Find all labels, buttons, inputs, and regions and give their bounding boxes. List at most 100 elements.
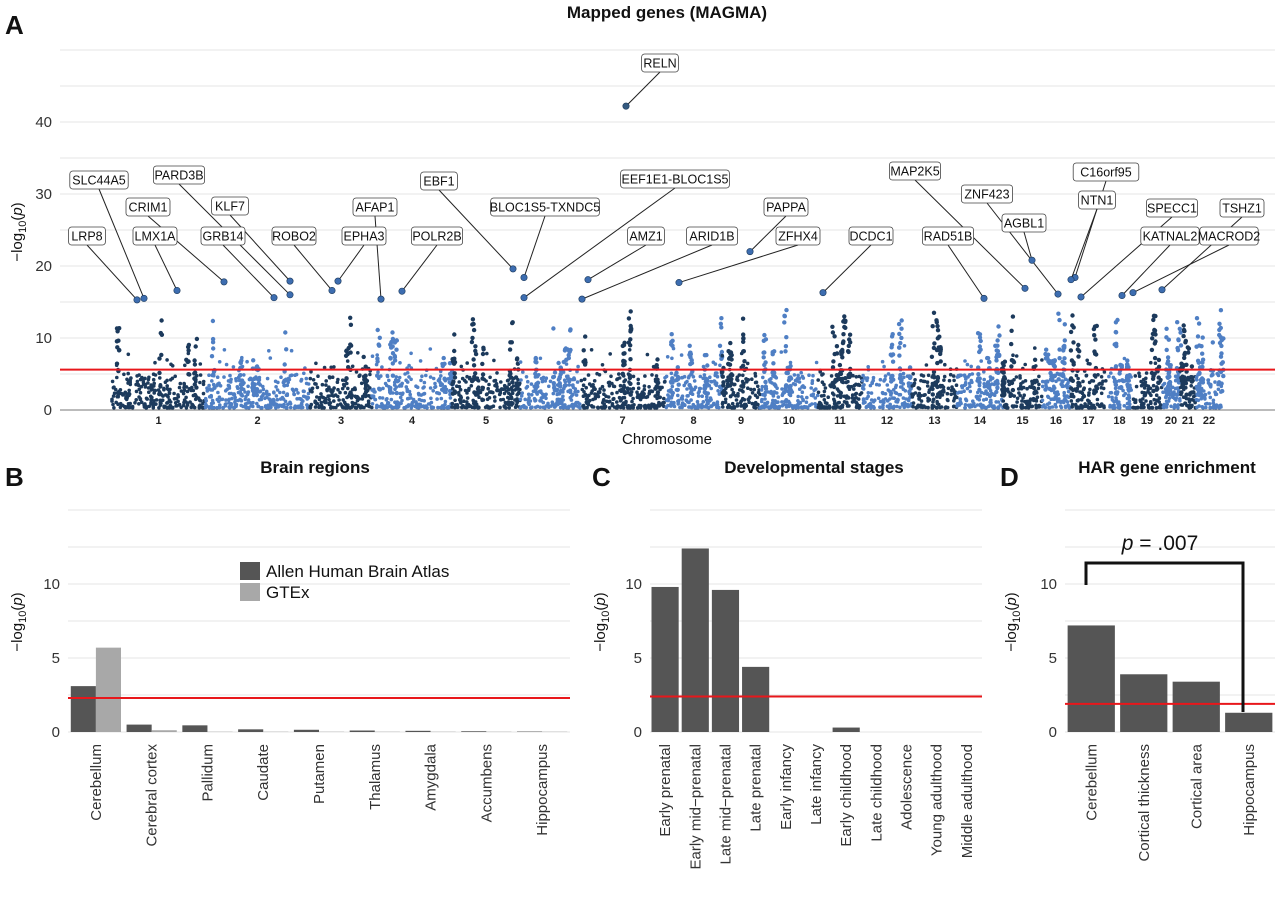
snp-point — [243, 397, 248, 402]
snp-point — [147, 390, 151, 395]
snp-point — [994, 358, 999, 363]
snp-point — [762, 332, 767, 338]
snp-point — [224, 398, 228, 402]
snp-point — [687, 352, 692, 357]
snp-point — [831, 359, 836, 364]
snp-point — [852, 387, 856, 391]
snp-point — [608, 352, 612, 356]
snp-point — [1134, 384, 1139, 389]
snp-point — [977, 332, 983, 337]
snp-point — [302, 389, 306, 394]
snp-point — [1030, 382, 1035, 386]
snp-point — [380, 365, 384, 369]
snp-point — [1165, 355, 1171, 360]
snp-point — [201, 382, 206, 387]
category-tick-label: Hippocampus — [1241, 744, 1258, 836]
snp-point — [207, 383, 211, 388]
snp-point — [1195, 405, 1199, 410]
panel-letter-c: C — [592, 462, 611, 492]
snp-point — [687, 343, 692, 348]
snp-point — [946, 386, 951, 391]
snp-point — [151, 406, 156, 410]
snp-point — [854, 375, 859, 379]
snp-point — [481, 347, 486, 352]
snp-point — [669, 400, 674, 405]
snp-point — [706, 401, 710, 406]
snp-point — [181, 391, 186, 396]
snp-point — [209, 395, 213, 399]
snp-point — [718, 363, 722, 368]
snp-point — [1161, 390, 1165, 395]
snp-point — [1217, 321, 1222, 326]
snp-point — [688, 361, 693, 367]
snp-point — [1170, 385, 1175, 390]
snp-point — [1125, 373, 1130, 379]
snp-point — [377, 404, 382, 409]
snp-point — [559, 397, 564, 402]
gene-label: CRIM1 — [129, 201, 168, 215]
snp-point — [134, 382, 138, 387]
snp-point — [791, 382, 796, 386]
snp-point — [488, 375, 492, 380]
snp-point — [1114, 343, 1119, 349]
snp-point — [822, 398, 827, 402]
gene-label: KLF7 — [215, 200, 245, 214]
category-tick-label: Early mid−prenatal — [687, 744, 704, 869]
snp-point — [327, 375, 332, 379]
snp-point — [348, 322, 354, 327]
category-tick-label: Putamen — [311, 744, 328, 804]
snp-point — [504, 389, 509, 393]
snp-point — [1082, 386, 1086, 391]
snp-point — [584, 385, 588, 390]
snp-point — [919, 403, 923, 407]
snp-point — [773, 399, 777, 403]
snp-point — [736, 391, 740, 396]
snp-point — [719, 325, 724, 330]
snp-point — [889, 379, 894, 384]
snp-point — [1048, 377, 1054, 382]
snp-point — [611, 397, 615, 402]
snp-point — [165, 378, 169, 383]
category-tick-label: Late infancy — [808, 744, 825, 825]
snp-point — [176, 399, 180, 404]
snp-point — [1076, 376, 1080, 381]
gene-label: PARD3B — [154, 169, 203, 183]
gene-label: POLR2B — [412, 230, 461, 244]
snp-point — [994, 400, 998, 404]
snp-point — [602, 405, 607, 410]
snp-point — [1083, 402, 1087, 406]
y-tick-label: 30 — [35, 186, 52, 203]
gene-label: SLC44A5 — [72, 174, 126, 188]
snp-point — [814, 360, 819, 365]
snp-point — [1099, 385, 1104, 390]
snp-point — [324, 379, 329, 383]
snp-point — [520, 391, 524, 395]
snp-point — [258, 389, 263, 394]
snp-point — [158, 398, 162, 403]
snp-point — [228, 380, 233, 384]
snp-point — [897, 331, 902, 337]
snp-point — [305, 395, 310, 400]
snp-point — [207, 373, 211, 378]
snp-point — [783, 344, 789, 349]
snp-point — [567, 383, 572, 387]
snp-point — [192, 392, 198, 398]
snp-point — [705, 394, 709, 399]
gene-label-box — [352, 197, 398, 217]
snp-point — [1010, 314, 1016, 319]
gene-point — [1129, 289, 1137, 297]
snp-point — [1058, 404, 1063, 408]
snp-point — [938, 359, 943, 364]
snp-point — [146, 381, 150, 385]
snp-point — [1150, 336, 1155, 341]
snp-point — [739, 404, 743, 408]
snp-point — [519, 394, 524, 398]
snp-point — [1157, 400, 1161, 404]
snp-point — [856, 382, 861, 387]
snp-point — [300, 405, 305, 410]
gene-point — [286, 277, 294, 285]
snp-point — [876, 396, 881, 401]
snp-point — [759, 405, 764, 410]
snp-point — [459, 401, 463, 405]
snp-point — [400, 398, 404, 403]
